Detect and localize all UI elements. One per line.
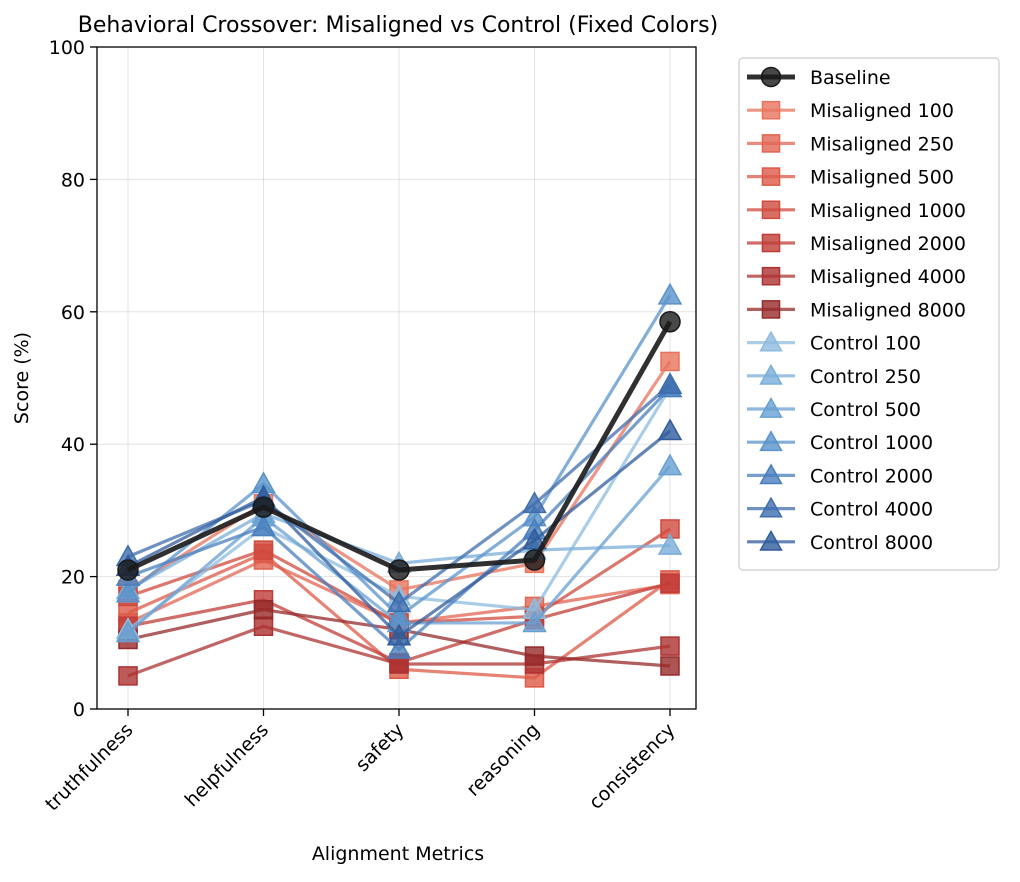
legend-label-control-1000: Control 1000 <box>810 432 933 454</box>
legend-label-misaligned-4000: Misaligned 4000 <box>810 266 966 288</box>
legend-marker-misaligned-250 <box>761 134 781 153</box>
legend-marker-control-8000 <box>759 529 783 551</box>
plot-frame <box>96 46 697 710</box>
point-baseline-reasoning <box>523 549 546 571</box>
legend-marker-control-4000 <box>759 496 783 518</box>
point-control-500-truthfulness <box>115 620 141 643</box>
point-misaligned-4000-truthfulness <box>118 666 138 686</box>
legend-label-misaligned-8000: Misaligned 8000 <box>810 299 966 321</box>
legend-label-misaligned-2000: Misaligned 2000 <box>810 233 966 255</box>
point-baseline-truthfulness <box>117 559 139 581</box>
x-axis-label: Alignment Metrics <box>312 843 484 865</box>
series-baseline <box>117 310 681 581</box>
point-control-8000-safety <box>386 623 412 646</box>
y-tick-label: 100 <box>49 37 85 59</box>
point-control-500-consistency <box>657 453 683 476</box>
legend-item-misaligned-250: Misaligned 250 <box>747 133 954 155</box>
x-tick-label-helpfulness: helpfulness <box>181 719 273 811</box>
legend-item-misaligned-8000: Misaligned 8000 <box>747 299 966 321</box>
legend-marker-misaligned-4000 <box>761 266 781 286</box>
legend-label-misaligned-1000: Misaligned 1000 <box>810 200 966 222</box>
legend-item-misaligned-500: Misaligned 500 <box>747 167 954 189</box>
y-tick-label: 80 <box>61 169 85 191</box>
legend-item-control-4000: Control 4000 <box>747 496 933 521</box>
point-baseline-consistency <box>659 310 681 333</box>
point-control-2000-safety <box>386 636 412 659</box>
point-control-250-consistency <box>657 532 683 555</box>
point-misaligned-8000-reasoning <box>524 646 545 666</box>
point-control-8000-consistency <box>657 418 683 441</box>
point-control-4000-reasoning <box>522 491 547 514</box>
chart-title: Behavioral Crossover: Misaligned vs Cont… <box>78 13 718 38</box>
legend-marker-misaligned-1000 <box>761 200 781 220</box>
point-control-4000-safety <box>386 590 412 613</box>
x-axis: truthfulness helpfulness safety reasoning co… <box>41 709 680 815</box>
legend-item-misaligned-4000: Misaligned 4000 <box>747 266 966 288</box>
point-misaligned-1000-helpfulness <box>253 540 274 560</box>
legend-item-control-100: Control 100 <box>747 330 921 355</box>
legend-item-control-2000: Control 2000 <box>747 463 933 487</box>
legend-marker-misaligned-100 <box>761 100 781 120</box>
legend-marker-misaligned-8000 <box>761 300 781 319</box>
legend-label-control-500: Control 500 <box>810 399 921 421</box>
legend-item-misaligned-1000: Misaligned 1000 <box>747 200 966 222</box>
legend-marker-control-100 <box>759 330 783 352</box>
x-tick-label-reasoning: reasoning <box>462 719 544 801</box>
legend-item-misaligned-2000: Misaligned 2000 <box>747 233 966 255</box>
point-control-8000-reasoning <box>522 527 547 550</box>
legend-box <box>738 57 1000 571</box>
legend-item-baseline: Baseline <box>747 66 891 89</box>
point-control-1000-consistency <box>657 282 683 305</box>
legend-item-control-500: Control 500 <box>747 397 921 421</box>
legend-marker-baseline <box>760 66 782 88</box>
point-control-4000-consistency <box>657 372 683 394</box>
point-misaligned-4000-consistency <box>660 636 680 656</box>
legend-item-misaligned-100: Misaligned 100 <box>747 100 954 122</box>
point-misaligned-2000-consistency <box>660 573 680 593</box>
y-axis-label: Score (%) <box>11 332 33 424</box>
legend-label-misaligned-250: Misaligned 250 <box>810 133 954 155</box>
x-tick-label-truthfulness: truthfulness <box>41 719 137 815</box>
legend-label-misaligned-100: Misaligned 100 <box>810 100 954 122</box>
y-tick-label: 40 <box>61 434 85 456</box>
point-control-1000-truthfulness <box>115 580 141 603</box>
legend-marker-control-250 <box>759 363 783 385</box>
legend-item-control-8000: Control 8000 <box>747 529 933 554</box>
legend-marker-misaligned-2000 <box>761 233 781 253</box>
y-tick-label: 60 <box>61 302 85 324</box>
series-lines <box>115 282 683 688</box>
point-misaligned-100-consistency <box>660 351 680 372</box>
legend-label-control-4000: Control 4000 <box>810 499 933 521</box>
point-control-2000-helpfulness <box>251 514 276 537</box>
legend: Baseline Misaligned 100 Misaligned 250 Misa… <box>738 57 1000 571</box>
legend-marker-control-1000 <box>759 430 783 452</box>
x-tick-label-safety: safety <box>352 719 409 776</box>
legend-label-control-8000: Control 8000 <box>810 532 933 554</box>
y-tick-label: 0 <box>73 699 85 721</box>
y-tick-label: 20 <box>61 567 85 589</box>
legend-marker-control-2000 <box>759 463 783 485</box>
legend-label-baseline: Baseline <box>810 67 891 89</box>
point-misaligned-4000-helpfulness <box>253 616 274 636</box>
y-axis: 0 20 40 60 80 100 <box>49 37 97 721</box>
legend-label-control-250: Control 250 <box>810 366 921 388</box>
legend-label-control-2000: Control 2000 <box>810 465 933 487</box>
legend-marker-misaligned-500 <box>761 167 781 186</box>
point-misaligned-8000-consistency <box>660 656 680 676</box>
x-tick-label-consistency: consistency <box>585 719 680 814</box>
point-misaligned-8000-helpfulness <box>253 599 274 620</box>
legend-item-control-250: Control 250 <box>747 363 921 388</box>
legend-item-control-1000: Control 1000 <box>747 430 933 454</box>
legend-label-control-100: Control 100 <box>810 333 921 355</box>
point-control-500-reasoning <box>522 610 547 633</box>
legend-marker-control-500 <box>759 397 783 418</box>
point-baseline-safety <box>388 559 410 581</box>
point-baseline-helpfulness <box>252 496 275 518</box>
legend-label-misaligned-500: Misaligned 500 <box>810 167 954 189</box>
